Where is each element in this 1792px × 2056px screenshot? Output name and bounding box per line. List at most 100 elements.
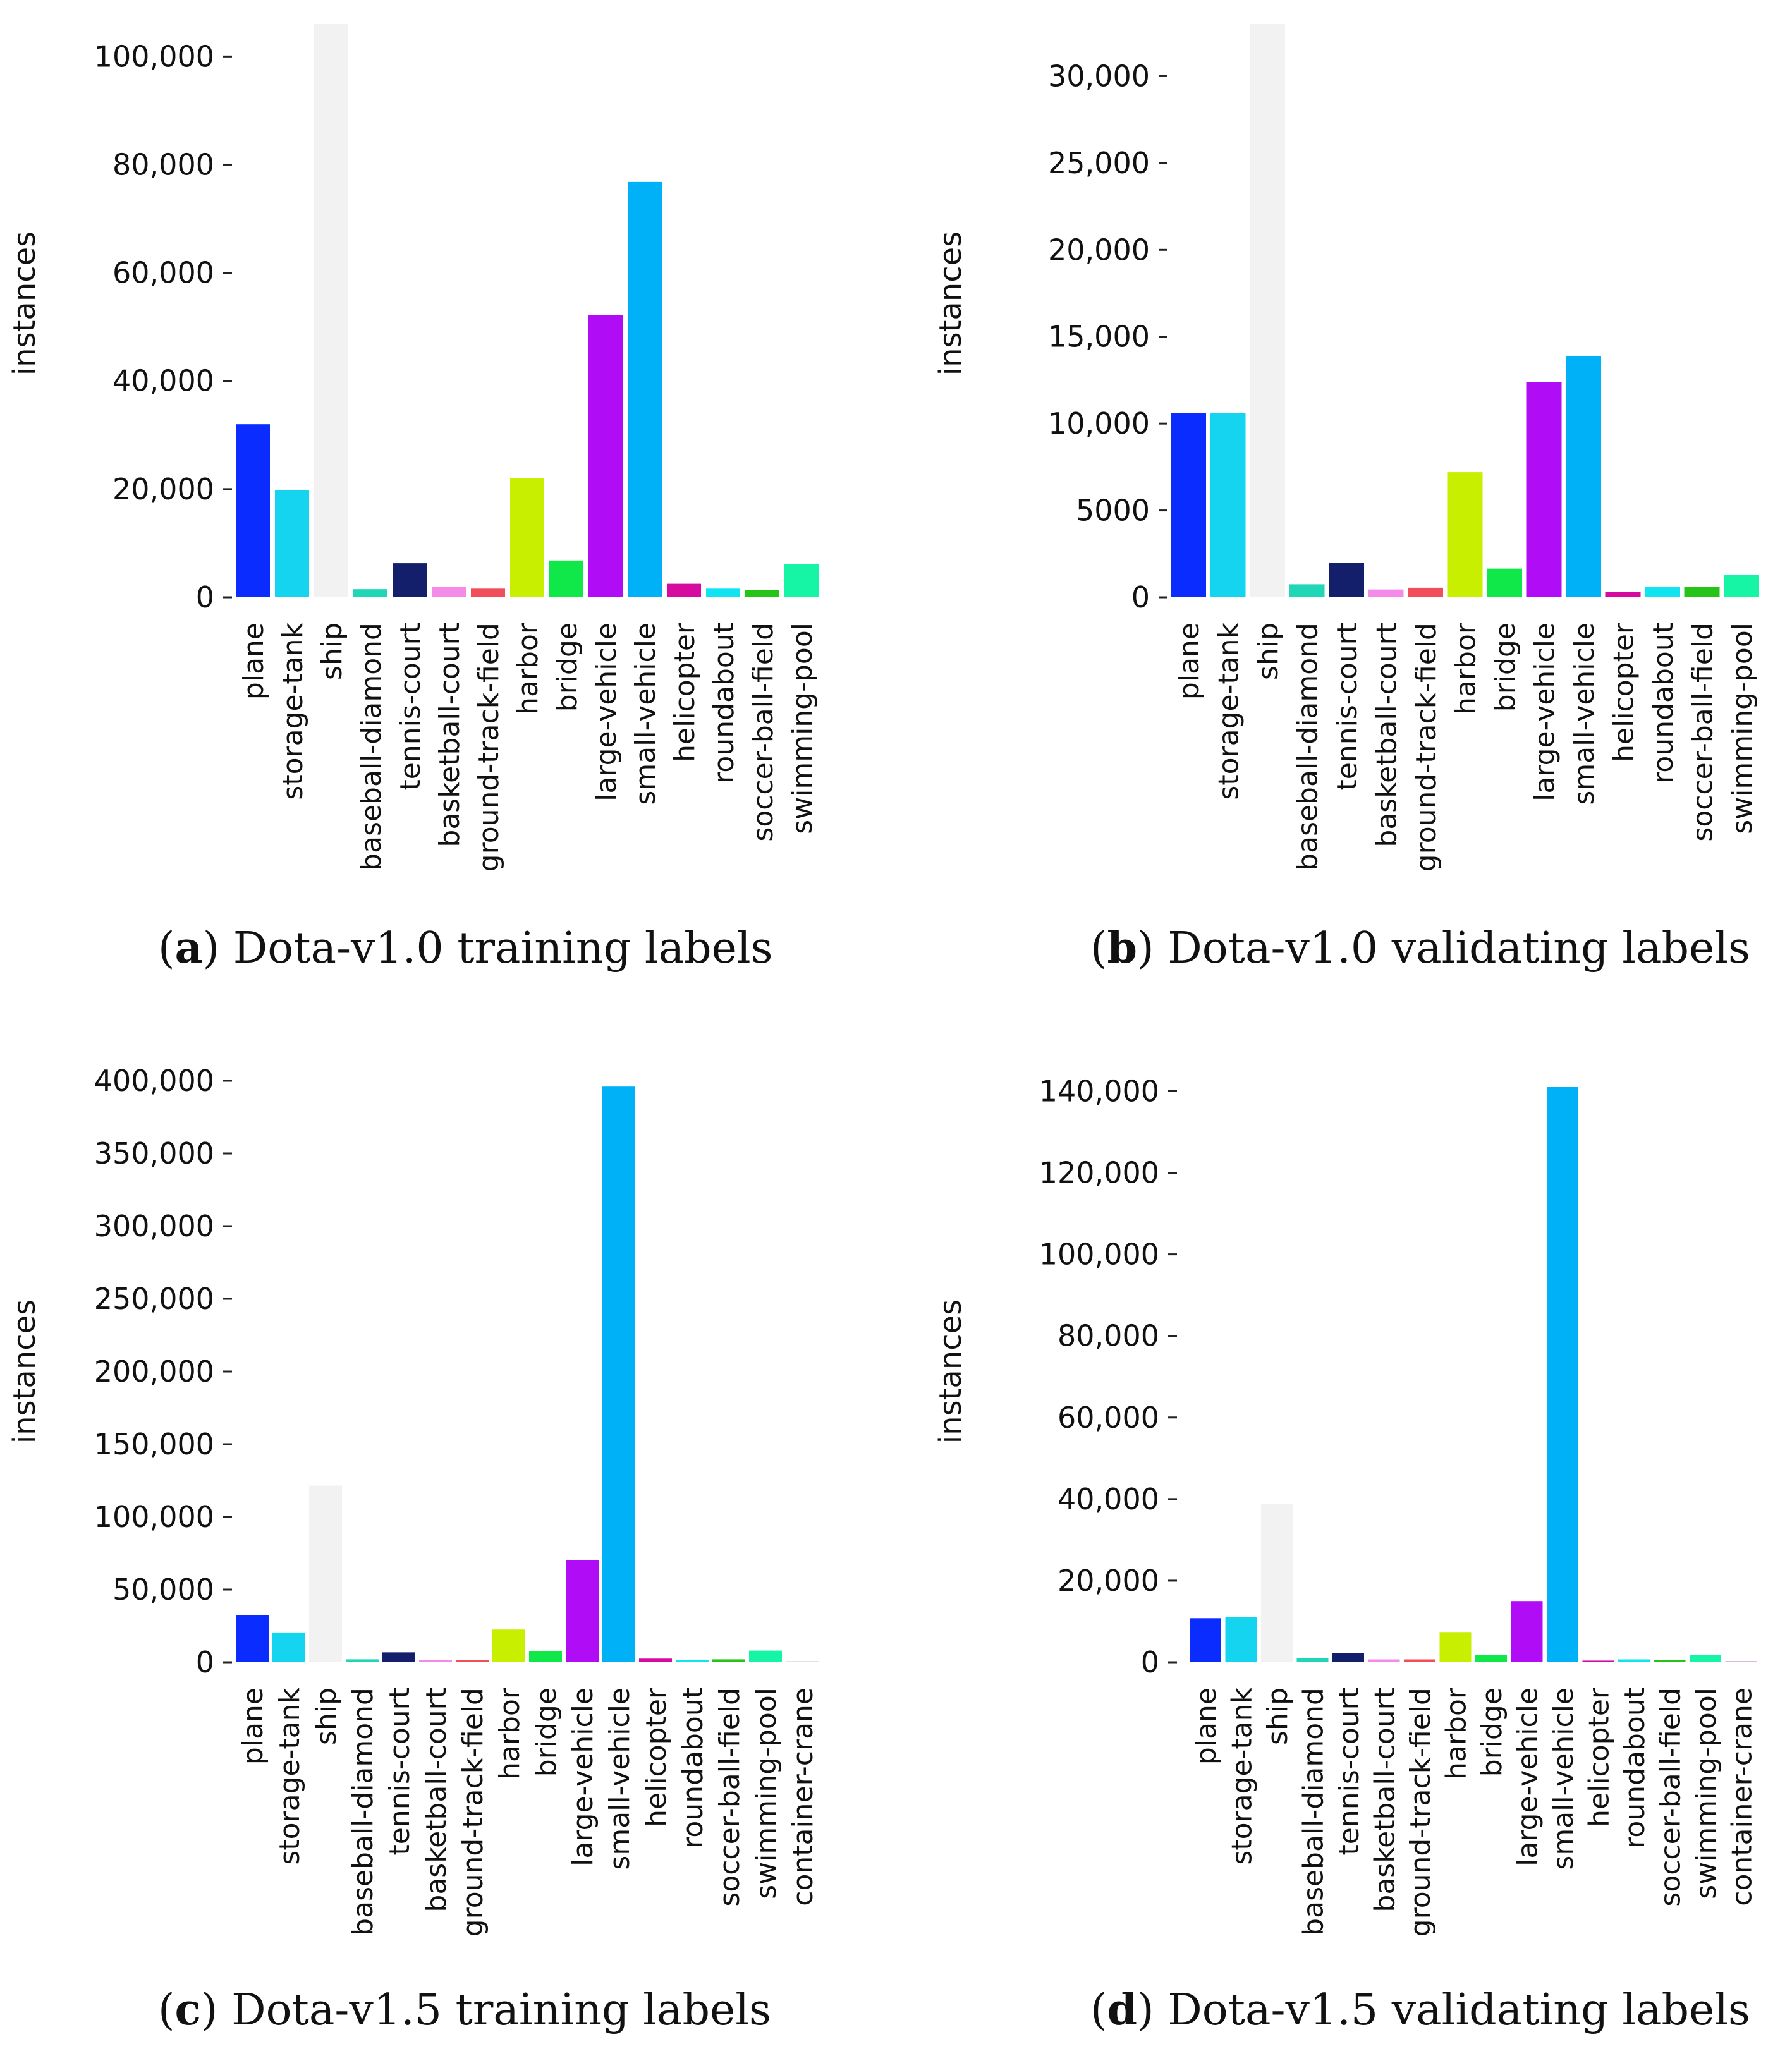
category-label: ground-track-field bbox=[1410, 623, 1442, 872]
y-tick-label: 5000 bbox=[1076, 494, 1150, 528]
category-label: ground-track-field bbox=[457, 1688, 489, 1937]
category-label: swimming-pool bbox=[1726, 623, 1758, 834]
y-tick-label: 100,000 bbox=[1039, 1238, 1159, 1272]
bar-plane bbox=[1190, 1618, 1221, 1662]
bar-ship bbox=[309, 1485, 342, 1662]
bar-small-vehicle bbox=[1547, 1087, 1578, 1662]
bar-roundabout bbox=[706, 588, 740, 597]
bar-swimming-pool bbox=[784, 564, 819, 597]
bar-small-vehicle bbox=[1566, 355, 1601, 597]
bar-baseball-diamond bbox=[1296, 1658, 1329, 1662]
category-label: large-vehicle bbox=[567, 1688, 599, 1866]
category-label: container-crane bbox=[787, 1688, 819, 1906]
category-label: large-vehicle bbox=[1529, 623, 1561, 801]
bar-harbor bbox=[492, 1629, 525, 1662]
category-label: large-vehicle bbox=[1512, 1688, 1544, 1866]
bar-bridge bbox=[549, 560, 583, 597]
y-tick-label: 0 bbox=[1141, 1645, 1159, 1679]
bar-storage-tank bbox=[275, 490, 309, 597]
bar-roundabout bbox=[676, 1660, 709, 1662]
bar-baseball-diamond bbox=[1289, 584, 1325, 597]
bar-helicopter bbox=[1582, 1660, 1614, 1662]
bar-soccer-ball-field bbox=[745, 590, 779, 597]
category-label: soccer-ball-field bbox=[1655, 1688, 1687, 1907]
category-label: roundabout bbox=[1647, 623, 1679, 784]
category-label: baseball-diamond bbox=[1298, 1688, 1330, 1936]
chart-d-svg: 0 20,000 40,000 60,000 80,000 100,000 120,000 1… bbox=[933, 1074, 1758, 1937]
y-axis-label: instances bbox=[933, 1299, 968, 1444]
category-label: roundabout bbox=[1619, 1688, 1651, 1849]
bar-basketball-court bbox=[432, 587, 466, 597]
category-label: ship bbox=[316, 623, 348, 680]
bar-storage-tank bbox=[1210, 413, 1246, 597]
caption-a: (a) Dota-v1.0 training labels bbox=[158, 923, 773, 973]
category-label: small-vehicle bbox=[604, 1688, 636, 1870]
category-label: bridge bbox=[530, 1688, 563, 1777]
bar-plane bbox=[236, 424, 270, 597]
bar-swimming-pool bbox=[1690, 1655, 1721, 1662]
category-label: harbor bbox=[512, 622, 544, 715]
y-tick-label: 100,000 bbox=[94, 39, 214, 73]
category-label: baseball-diamond bbox=[347, 1688, 379, 1936]
category-label: swimming-pool bbox=[786, 623, 819, 834]
bar-helicopter bbox=[639, 1658, 672, 1662]
category-label: baseball-diamond bbox=[355, 623, 387, 871]
y-tick-label: 20,000 bbox=[1048, 233, 1150, 267]
y-tick-label: 0 bbox=[1131, 580, 1150, 614]
category-label: soccer-ball-field bbox=[747, 623, 779, 842]
bar-bridge bbox=[1475, 1655, 1507, 1662]
y-tick-label: 25,000 bbox=[1048, 146, 1150, 180]
bar-soccer-ball-field bbox=[1654, 1660, 1686, 1662]
bar-large-vehicle bbox=[1511, 1601, 1543, 1662]
chart-panel-b: 0 5000 10,000 15,000 20,000 25,000 30,000 insta… bbox=[885, 0, 1792, 885]
y-tick-label: 20,000 bbox=[113, 472, 214, 506]
y-tick-label: 120,000 bbox=[1039, 1156, 1159, 1190]
category-label: bridge bbox=[1489, 623, 1521, 712]
category-label: harbor bbox=[1450, 622, 1482, 715]
bar-small-vehicle bbox=[602, 1086, 635, 1662]
y-tick-label: 0 bbox=[196, 1645, 214, 1679]
category-label: basketball-court bbox=[434, 623, 466, 848]
category-label: roundabout bbox=[677, 1688, 709, 1849]
category-label: plane bbox=[237, 1688, 269, 1765]
y-tick-label: 300,000 bbox=[94, 1209, 214, 1243]
bar-tennis-court bbox=[393, 563, 427, 597]
category-label: harbor bbox=[1441, 1687, 1473, 1780]
bar-ship bbox=[1261, 1504, 1293, 1662]
category-label: large-vehicle bbox=[590, 623, 623, 801]
bar-harbor bbox=[1447, 472, 1483, 597]
bar-ground-track-field bbox=[456, 1660, 489, 1662]
category-label: tennis-court bbox=[384, 1688, 416, 1855]
y-axis-label: instances bbox=[933, 231, 968, 375]
category-label: ship bbox=[1252, 623, 1284, 680]
bar-basketball-court bbox=[1368, 1659, 1400, 1662]
y-tick-label: 10,000 bbox=[1048, 406, 1150, 441]
y-tick-label: 200,000 bbox=[94, 1354, 214, 1389]
bar-bridge bbox=[1487, 568, 1522, 597]
category-label: basketball-court bbox=[1371, 623, 1403, 848]
category-label: swimming-pool bbox=[1690, 1688, 1722, 1899]
category-label: basketball-court bbox=[1369, 1688, 1401, 1913]
y-tick-label: 350,000 bbox=[94, 1136, 214, 1171]
category-label: basketball-court bbox=[420, 1688, 453, 1913]
category-label: bridge bbox=[1476, 1688, 1508, 1777]
category-label: small-vehicle bbox=[630, 623, 662, 805]
bar-roundabout bbox=[1645, 587, 1680, 597]
category-label: helicopter bbox=[640, 1687, 673, 1827]
chart-a-svg: 0 20,000 40,000 60,000 80,000 100,000 instance… bbox=[7, 24, 819, 872]
y-tick-label: 20,000 bbox=[1058, 1564, 1159, 1598]
bar-ship bbox=[1250, 24, 1285, 597]
y-tick-label: 80,000 bbox=[113, 147, 214, 181]
bar-soccer-ball-field bbox=[712, 1659, 745, 1662]
chart-b-svg: 0 5000 10,000 15,000 20,000 25,000 30,000 insta… bbox=[933, 24, 1759, 872]
category-label: baseball-diamond bbox=[1292, 623, 1324, 871]
bar-baseball-diamond bbox=[346, 1659, 379, 1662]
caption-c: (c) Dota-v1.5 training labels bbox=[158, 1985, 771, 2035]
category-label: storage-tank bbox=[277, 622, 309, 800]
bar-large-vehicle bbox=[588, 315, 623, 597]
bar-basketball-court bbox=[1368, 589, 1404, 597]
category-label: small-vehicle bbox=[1547, 1688, 1580, 1870]
bar-tennis-court bbox=[1329, 563, 1364, 597]
bar-bridge bbox=[529, 1651, 562, 1662]
category-label: plane bbox=[1190, 1688, 1222, 1765]
